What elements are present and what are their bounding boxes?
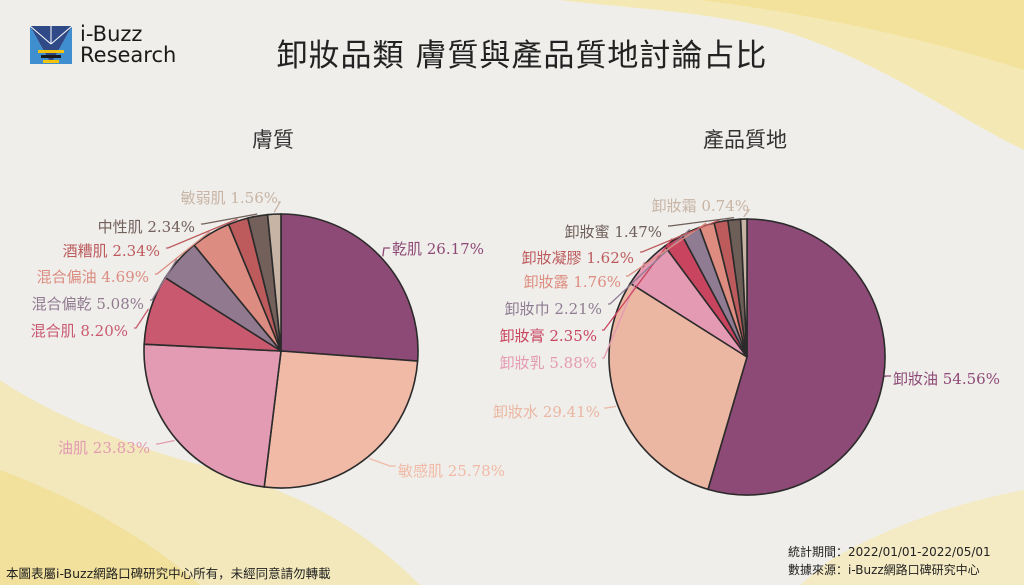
pie-skin-leader-4 bbox=[150, 258, 178, 301]
logo-line2: Research bbox=[80, 43, 177, 67]
pie-texture-leader-1 bbox=[604, 405, 617, 409]
pie-skin-slice-8 bbox=[266, 213, 282, 352]
pie-texture-slice-0 bbox=[707, 218, 886, 496]
pie-skin-label-6: 酒糟肌 2.34% bbox=[63, 242, 160, 260]
pie-texture-leader-5 bbox=[626, 222, 707, 277]
pie-skin-leader-5 bbox=[155, 231, 211, 275]
chart-title-skin: 膚質 bbox=[252, 128, 294, 152]
pie-skin-label-2: 油肌 23.83% bbox=[58, 439, 150, 457]
pie-texture-label-4: 卸妝巾 2.21% bbox=[505, 300, 602, 318]
pie-texture-label-6: 卸妝凝膠 1.62% bbox=[522, 249, 634, 267]
pie-skin-slice-0 bbox=[280, 213, 419, 362]
pie-texture-label-2: 卸妝乳 5.88% bbox=[500, 354, 597, 372]
pie-texture-slice-1 bbox=[608, 282, 748, 491]
pie-skin-leader-0 bbox=[382, 247, 390, 257]
pie-skin-slice-1 bbox=[263, 350, 419, 489]
source-text: 數據來源：i-Buzz網路口碑研究中心 bbox=[788, 563, 980, 577]
pie-skin-leader-8 bbox=[273, 201, 282, 213]
pie-skin-leader-2 bbox=[156, 439, 175, 445]
pie-texture-leader-7 bbox=[668, 216, 735, 227]
pie-skin-leader-7 bbox=[201, 213, 258, 225]
pie-skin-leader-3 bbox=[134, 308, 150, 329]
pie-skin-label-1: 敏感肌 25.78% bbox=[398, 462, 505, 480]
pie-texture-label-7: 卸妝蜜 1.47% bbox=[565, 223, 662, 241]
pie-texture-leader-6 bbox=[640, 218, 721, 253]
pie-skin-label-0: 乾肌 26.17% bbox=[392, 240, 484, 258]
logo-icon bbox=[29, 25, 73, 64]
pie-skin-label-4: 混合偏乾 5.08% bbox=[32, 295, 144, 313]
ibuzz-logo: i-Buzz Research bbox=[28, 24, 176, 66]
source-info: 統計期間：2022/01/01-2022/05/01 數據來源：i-Buzz網路… bbox=[788, 543, 991, 579]
pie-texture-label-0: 卸妝油 54.56% bbox=[893, 370, 1000, 388]
pie-texture-label-8: 卸妝霜 0.74% bbox=[652, 197, 749, 215]
pie-skin-label-5: 混合偏油 4.69% bbox=[37, 268, 149, 286]
pie-skin-slice-2 bbox=[143, 343, 282, 488]
pie-texture-leader-3 bbox=[602, 238, 673, 331]
pie-texture-label-3: 卸妝膏 2.35% bbox=[500, 327, 597, 345]
pie-texture-label-1: 卸妝水 29.41% bbox=[493, 403, 600, 421]
pie-skin-leader-6 bbox=[166, 218, 238, 249]
pie-skin-label-3: 混合肌 8.20% bbox=[31, 322, 128, 340]
pie-skin-label-8: 敏弱肌 1.56% bbox=[181, 189, 278, 207]
pie-texture-slice-8 bbox=[739, 218, 748, 358]
pie-texture-leader-0 bbox=[883, 375, 891, 378]
copyright-note: 本圖表屬i-Buzz網路口碑研究中心所有，未經同意請勿轉載 bbox=[6, 566, 331, 581]
chart-title-texture: 產品質地 bbox=[703, 128, 787, 152]
pie-skin-label-7: 中性肌 2.34% bbox=[98, 218, 195, 236]
pie-skin-leader-1 bbox=[368, 457, 396, 467]
page-title: 卸妝品類 膚質與產品質地討論占比 bbox=[276, 38, 768, 74]
pie-texture-leader-8 bbox=[743, 209, 751, 218]
logo-line1: i-Buzz bbox=[80, 22, 143, 46]
period-text: 統計期間：2022/01/01-2022/05/01 bbox=[788, 545, 991, 559]
pie-texture-label-5: 卸妝露 1.76% bbox=[524, 273, 621, 291]
pie-texture-leader-4 bbox=[608, 228, 691, 305]
